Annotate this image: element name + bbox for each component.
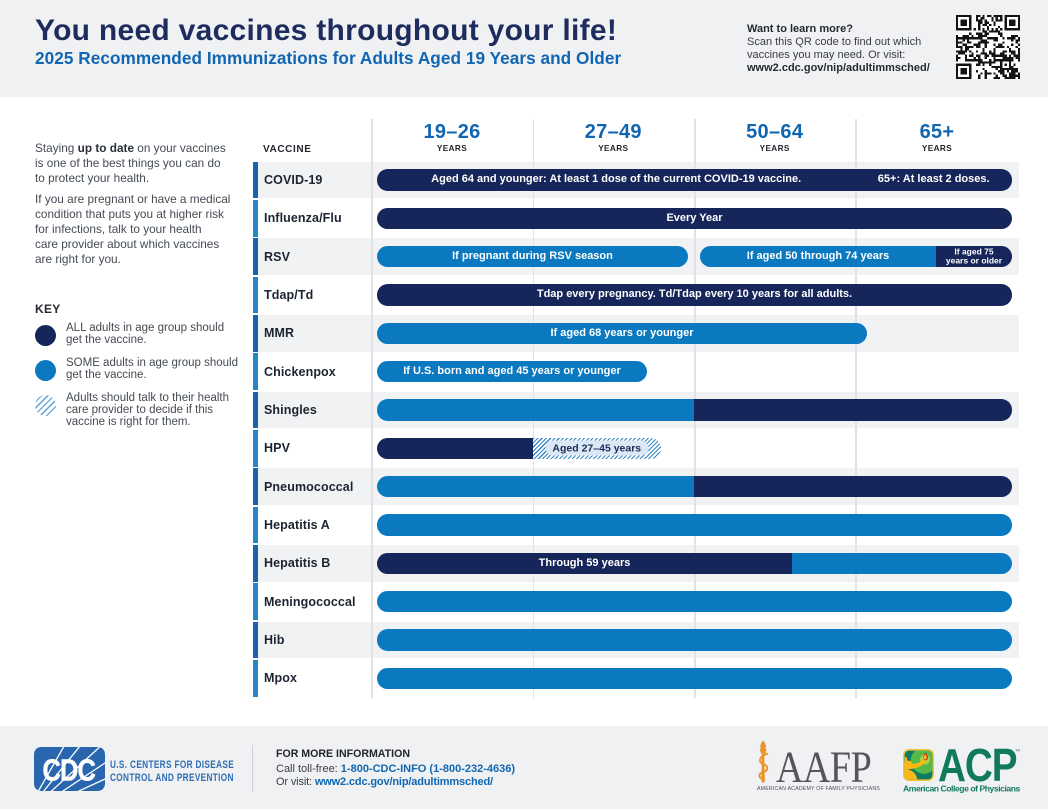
svg-text:AMERICAN ACADEMY OF FAMILY PHY: AMERICAN ACADEMY OF FAMILY PHYSICIANS [757,786,880,792]
svg-text:CDC: CDC [43,753,96,788]
svg-text:ACP: ACP [938,745,1017,792]
svg-text:American College of Physicians: American College of Physicians [903,784,1021,793]
svg-text:™: ™ [1015,749,1021,755]
svg-text:AAFP: AAFP [776,742,871,791]
